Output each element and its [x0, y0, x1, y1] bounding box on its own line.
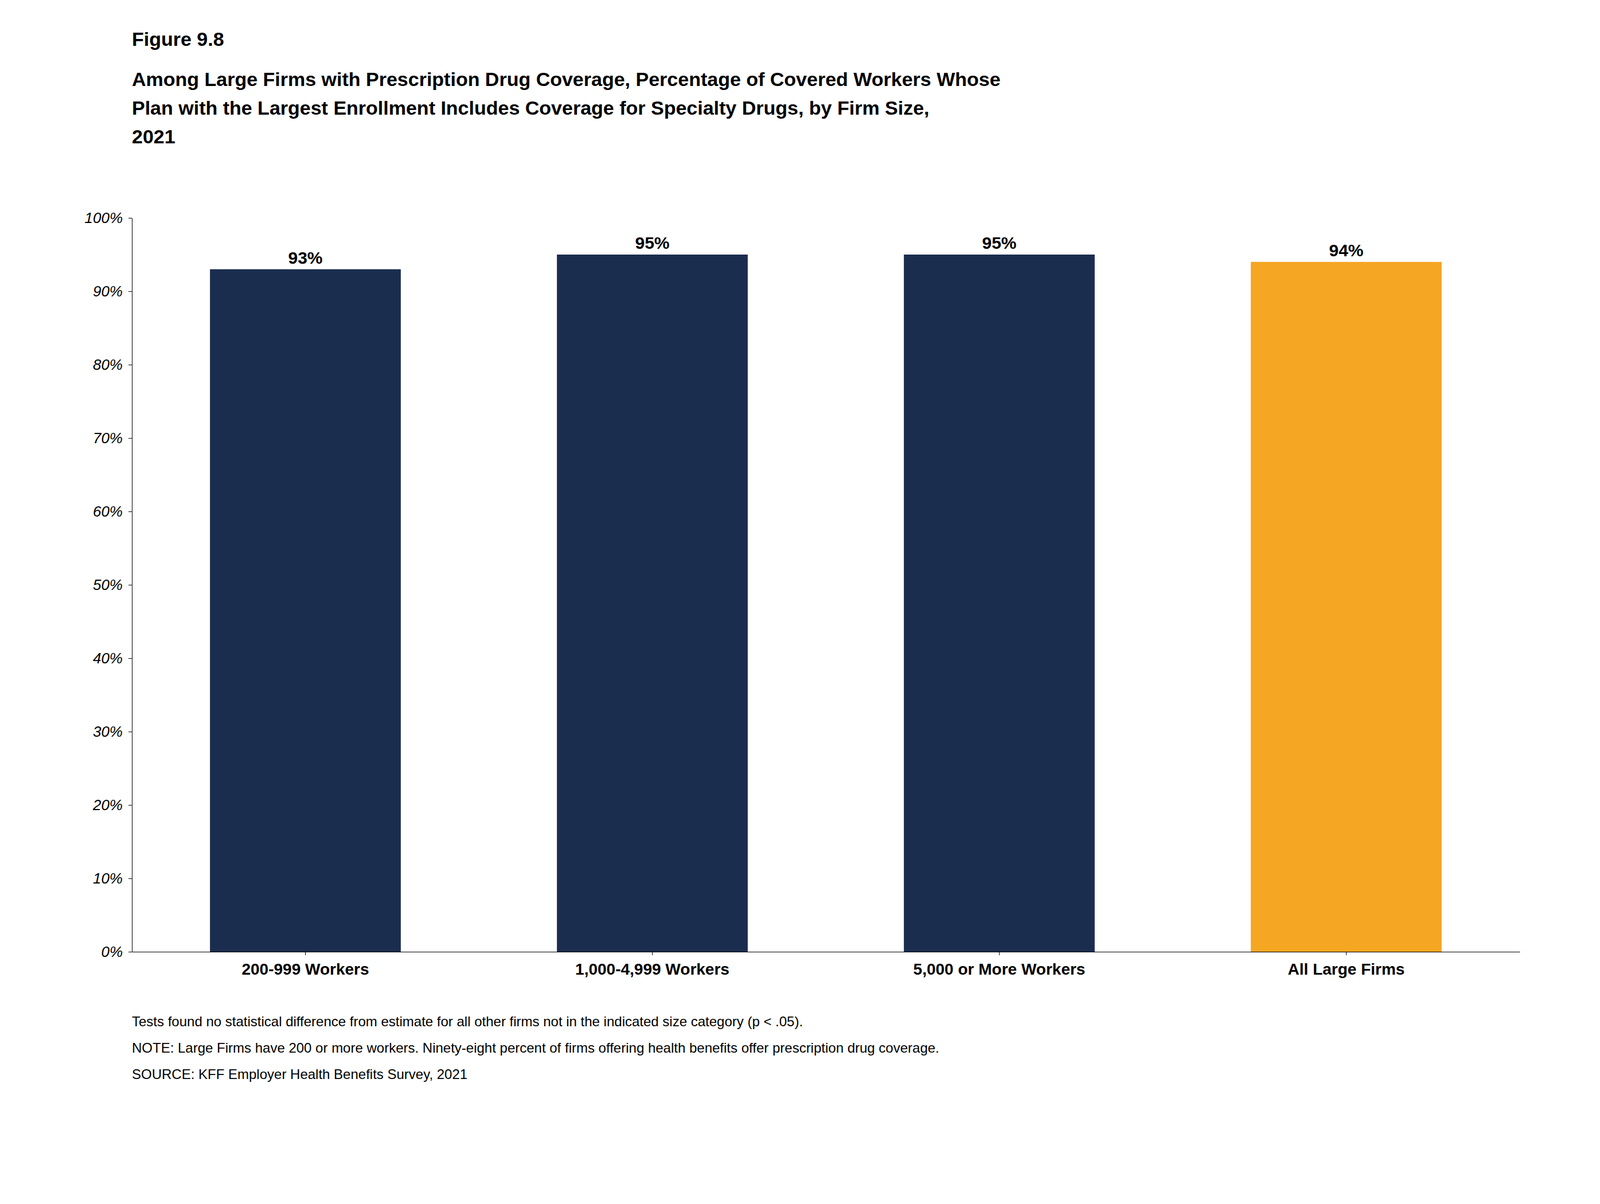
y-tick-mark	[128, 364, 132, 366]
y-tick-label: 50%	[92, 576, 123, 594]
y-tick-label: 40%	[92, 649, 123, 667]
bar	[209, 269, 401, 952]
title-line: Among Large Firms with Prescription Drug…	[131, 68, 1001, 91]
x-axis: 200-999 Workers 1,000-4,999 Workers 5,000 …	[132, 951, 1521, 979]
y-tick-label: 70%	[92, 429, 123, 447]
y-tick: 100%	[84, 209, 133, 227]
y-tick-mark	[128, 584, 132, 586]
bar	[903, 254, 1095, 952]
y-tick-label: 20%	[92, 796, 123, 814]
chart: Figure 9.8 Among Large Firms with Prescri…	[0, 0, 1600, 1204]
y-tick-mark	[128, 511, 132, 513]
y-tick-label: 100%	[84, 209, 124, 227]
figure-label: Figure 9.8	[131, 28, 225, 50]
y-tick: 70%	[92, 429, 132, 447]
y-tick-mark	[128, 951, 132, 953]
y-tick-label: 60%	[92, 502, 123, 521]
y-tick-label: 10%	[92, 869, 123, 888]
footnote: SOURCE: KFF Employer Health Benefits Sur…	[131, 1066, 468, 1083]
x-tick-label: 5,000 or More Workers	[913, 960, 1086, 979]
title-line: 2021	[131, 125, 176, 148]
x-tick-label: 200-999 Workers	[241, 960, 369, 979]
x-tick-mark	[652, 951, 653, 956]
x-tick-mark	[305, 951, 306, 956]
bar	[1250, 262, 1442, 952]
x-tick-label: All Large Firms	[1288, 960, 1406, 979]
y-tick: 90%	[92, 282, 132, 300]
x-tick: 1,000-4,999 Workers	[575, 951, 730, 979]
y-tick-mark	[128, 878, 132, 880]
x-tick: 5,000 or More Workers	[913, 951, 1086, 979]
y-tick-mark	[128, 731, 132, 733]
y-tick: 50%	[92, 576, 132, 594]
y-axis-line	[131, 218, 133, 953]
y-tick-mark	[128, 805, 132, 806]
footnote: Tests found no statistical difference fr…	[131, 1013, 803, 1030]
y-tick: 40%	[92, 649, 132, 667]
data-labels: 93% 95% 95% 94%	[287, 233, 1364, 268]
data-label: 94%	[1328, 240, 1364, 260]
x-tick-label: 1,000-4,999 Workers	[575, 960, 730, 979]
y-tick-label: 30%	[92, 723, 123, 741]
y-tick-label: 80%	[92, 356, 123, 374]
x-tick-mark	[1345, 951, 1347, 956]
footnote: NOTE: Large Firms have 200 or more worke…	[131, 1040, 940, 1056]
data-label: 95%	[981, 233, 1017, 253]
data-label: 95%	[634, 233, 670, 253]
footnotes: Tests found no statistical difference fr…	[131, 1013, 940, 1083]
x-tick: 200-999 Workers	[241, 951, 369, 979]
y-tick: 30%	[92, 723, 132, 741]
y-axis: 0% 10% 20% 30% 40% 50% 60% 70% 80% 90% 100%	[84, 209, 133, 961]
y-tick: 60%	[92, 502, 132, 521]
y-tick-mark	[128, 438, 132, 439]
plot: 200-999 Workers 1,000-4,999 Workers 5,000 …	[84, 209, 1521, 979]
x-tick-mark	[998, 951, 1000, 956]
y-tick: 80%	[92, 356, 132, 374]
y-tick: 20%	[92, 796, 132, 814]
x-tick: All Large Firms	[1288, 951, 1406, 979]
y-tick-mark	[128, 291, 132, 292]
title: Among Large Firms with Prescription Drug…	[131, 68, 1001, 148]
y-tick: 0%	[100, 943, 132, 961]
bar	[556, 254, 748, 952]
y-tick-mark	[128, 217, 132, 219]
bars	[209, 254, 1442, 952]
y-tick-label: 90%	[92, 282, 123, 300]
y-tick: 10%	[92, 869, 132, 888]
title-line: Plan with the Largest Enrollment Include…	[131, 96, 930, 119]
y-tick-label: 0%	[100, 943, 123, 961]
y-tick-mark	[128, 658, 132, 659]
x-axis-line	[132, 951, 1521, 953]
data-label: 93%	[287, 248, 323, 268]
